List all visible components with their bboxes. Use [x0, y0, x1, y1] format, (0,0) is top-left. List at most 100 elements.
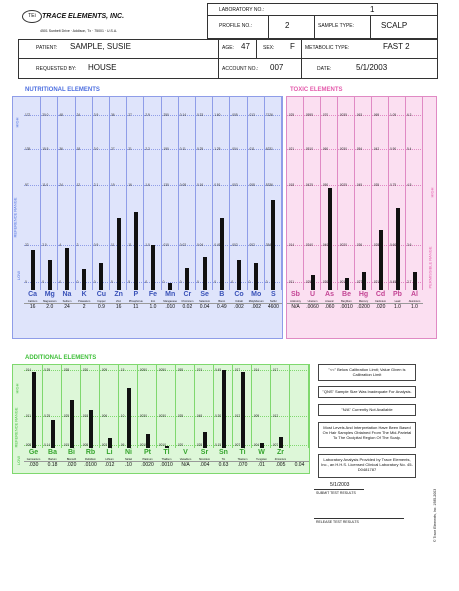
element-column: [24, 97, 42, 290]
scale-tick: .130: [162, 183, 169, 187]
scale-tick: .0030: [339, 147, 347, 151]
scale-tick: 36: [59, 147, 63, 151]
header-patient-box: [18, 39, 438, 79]
grid-line: [406, 115, 423, 116]
scale-tick: 2.2: [145, 147, 150, 151]
scale-tick: .045: [356, 183, 363, 187]
scale-tick: 24: [76, 113, 81, 117]
scale-tick: 20.0: [42, 113, 49, 117]
date-label: DATE:: [317, 66, 332, 72]
scale-tick: .0030: [158, 414, 166, 418]
scale-tick: 97: [25, 183, 29, 187]
scale-tick: .014: [25, 368, 32, 372]
scale-tick: .036: [356, 243, 363, 247]
element-symbol: P: [133, 291, 139, 298]
grid-line: [252, 370, 271, 371]
element-symbol: Fe: [148, 291, 158, 298]
grid-line: [75, 185, 93, 186]
toxic-panel: [286, 96, 437, 339]
nutritional-side-high: HIGH: [14, 117, 20, 128]
scale-tick: 172: [25, 113, 31, 117]
scale-tick: 0.9: [93, 243, 99, 247]
element-bar: [378, 230, 383, 290]
scale-tick: 5336: [265, 183, 273, 187]
grid-line: [287, 115, 304, 116]
scale-tick: 3546: [265, 243, 273, 247]
nutritional-side-low: LOW: [16, 270, 22, 281]
element-name: Lead: [394, 300, 401, 303]
element-column: [248, 97, 265, 290]
brand-address: 4501 Sunbelt Drive · Addison, Tx · 75001…: [40, 29, 118, 33]
element-bar: [88, 409, 93, 448]
element-column: [355, 97, 372, 290]
scale-tick: 0.04: [197, 243, 204, 247]
grid-line: [271, 416, 290, 417]
scale-tick: 0.25: [197, 147, 204, 151]
value-row-line: [287, 303, 423, 304]
scale-tick: .0035: [339, 113, 347, 117]
sample-type-value: SCALP: [381, 21, 408, 30]
scale-tick: .027: [356, 280, 363, 284]
element-bar: [151, 245, 155, 290]
scale-tick: 0: [42, 280, 44, 284]
scale-tick: .015: [63, 443, 70, 447]
element-bar: [107, 438, 112, 448]
scale-tick: 1.0: [145, 243, 150, 247]
grid-line: [372, 185, 389, 186]
element-value: .020: [66, 462, 77, 468]
scale-tick: 0: [76, 280, 79, 284]
element-value: N/A: [181, 462, 190, 468]
grid-line: [41, 185, 59, 186]
element-column: [176, 365, 195, 448]
scale-tick: 24: [59, 183, 63, 187]
scale-tick: .050: [322, 183, 329, 187]
element-symbol: Tl: [163, 449, 170, 456]
grid-line: [119, 370, 138, 371]
element-value: .060: [324, 304, 335, 310]
element-symbol: Zn: [114, 291, 123, 298]
additional-title: ADDITIONAL ELEMENTS: [25, 355, 97, 361]
element-value: 4600: [267, 304, 279, 310]
grid-line: [304, 115, 321, 116]
element-symbol: Sr: [200, 449, 209, 456]
toxic-side-high: HIGH: [429, 187, 435, 198]
grid-line: [287, 149, 304, 150]
scale-tick: 0.49: [214, 243, 221, 247]
element-bar: [240, 372, 245, 448]
element-value: .004: [199, 462, 210, 468]
grid-line: [195, 370, 214, 371]
element-column: [81, 365, 100, 448]
toxic-title: TOXIC ELEMENTS: [290, 87, 343, 93]
element-symbol: Ca: [28, 291, 38, 298]
grid-line: [178, 115, 196, 116]
element-symbol: Ni: [125, 449, 132, 456]
element-bar: [30, 249, 35, 290]
grid-line: [196, 149, 214, 150]
nutritional-title: NUTRITIONAL ELEMENTS: [25, 87, 100, 93]
scale-tick: .008: [248, 183, 255, 187]
grid-line: [338, 149, 355, 150]
scale-tick: .010: [162, 243, 169, 247]
element-name: Boron: [218, 300, 226, 303]
element-column: [265, 97, 282, 290]
grid-line: [389, 185, 406, 186]
grid-line: [230, 149, 248, 150]
element-column: [162, 97, 179, 290]
element-name: Sodium: [62, 300, 72, 303]
scale-tick: 0: [197, 280, 199, 284]
scale-tick: 0: [248, 280, 251, 284]
element-value: 0.04: [294, 462, 305, 468]
grid-line: [389, 149, 406, 150]
element-name: Antimony: [290, 300, 301, 303]
value-row-line: [24, 461, 309, 462]
grid-line: [264, 149, 282, 150]
element-name: Strontium: [198, 458, 211, 461]
grid-line: [43, 416, 62, 417]
grid-line: [338, 185, 355, 186]
element-column: [76, 97, 93, 290]
grid-line: [264, 115, 282, 116]
scale-tick: 36: [111, 113, 115, 117]
element-symbol: Zr: [277, 449, 284, 456]
element-name: Copper: [97, 300, 106, 303]
element-column: [157, 365, 176, 448]
